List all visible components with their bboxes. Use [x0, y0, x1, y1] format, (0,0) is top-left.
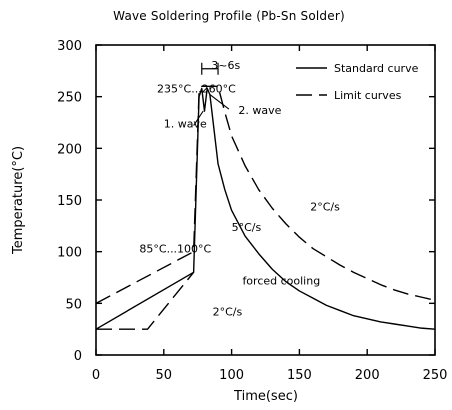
wave-2-pointer	[209, 94, 230, 110]
annotation-peak-range: 235°C...260°C	[157, 83, 236, 96]
annotation-duration: 3~6s	[211, 59, 240, 72]
annotation-slope-2-lower: 2°C/s	[213, 306, 243, 319]
legend-standard-label: Standard curve	[334, 62, 419, 75]
annotation-preheat-range: 85°C...100°C	[139, 243, 211, 256]
annotations-layer: 3~6s 235°C...260°C 1. wave 2. wave 85°C...10…	[139, 59, 340, 319]
series-line-2	[95, 85, 436, 304]
annotation-wave-2: 2. wave	[238, 104, 281, 117]
x-tick-label: 50	[156, 368, 173, 383]
legend-limit-label: Limit curves	[334, 89, 402, 102]
series-line-1	[95, 87, 436, 330]
x-tick-label: 0	[92, 368, 100, 383]
x-tick-label: 150	[287, 368, 312, 383]
axis-ticks: 0 50 100 150 200 250 0 50 100 150 200 250 300	[57, 39, 447, 383]
y-tick-label: 0	[74, 349, 82, 364]
wave-1-pointer	[193, 110, 204, 126]
y-tick-label: 50	[65, 297, 82, 312]
y-tick-label: 300	[57, 39, 82, 54]
y-tick-label: 150	[57, 194, 82, 209]
annotation-slope-5: 5°C/s	[232, 221, 262, 234]
y-tick-label: 250	[57, 91, 82, 106]
y-tick-label: 100	[57, 246, 82, 261]
x-tick-label: 100	[219, 368, 244, 383]
series-line-3	[96, 271, 195, 330]
x-tick-label: 250	[423, 368, 448, 383]
annotation-wave-1: 1. wave	[164, 118, 207, 131]
y-axis-label: Temperature(°C)	[11, 146, 26, 255]
annotation-slope-2-upper: 2°C/s	[310, 200, 340, 213]
annotation-forced-cooling: forced cooling	[242, 275, 320, 288]
legend: Standard curve Limit curves	[296, 62, 419, 102]
x-tick-label: 200	[355, 368, 380, 383]
chart-title: Wave Soldering Profile (Pb-Sn Solder)	[113, 9, 345, 23]
y-tick-label: 200	[57, 142, 82, 157]
x-axis-label: Time(sec)	[233, 389, 298, 404]
series-layer	[95, 85, 436, 330]
